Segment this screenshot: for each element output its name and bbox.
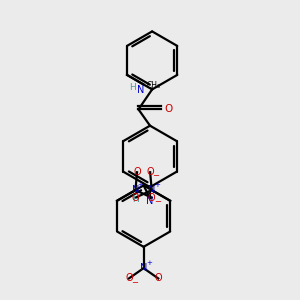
Text: H: H: [132, 195, 139, 204]
Text: −: −: [131, 278, 138, 287]
Text: O: O: [132, 193, 139, 203]
Text: N: N: [140, 263, 147, 273]
Text: N: N: [132, 185, 139, 195]
Text: CH₃: CH₃: [147, 81, 161, 90]
Text: O: O: [164, 104, 173, 114]
Text: O: O: [148, 193, 155, 203]
Text: +: +: [154, 182, 160, 188]
Text: N: N: [137, 85, 145, 95]
Text: O: O: [154, 273, 162, 284]
Text: +: +: [138, 182, 143, 188]
Text: −: −: [152, 172, 159, 181]
Text: +: +: [146, 260, 152, 266]
Text: N: N: [148, 185, 155, 195]
Text: H: H: [129, 83, 136, 92]
Text: N: N: [146, 196, 154, 206]
Text: O: O: [133, 167, 141, 177]
Text: O: O: [125, 273, 133, 284]
Text: O: O: [146, 167, 154, 177]
Text: −: −: [154, 197, 161, 206]
